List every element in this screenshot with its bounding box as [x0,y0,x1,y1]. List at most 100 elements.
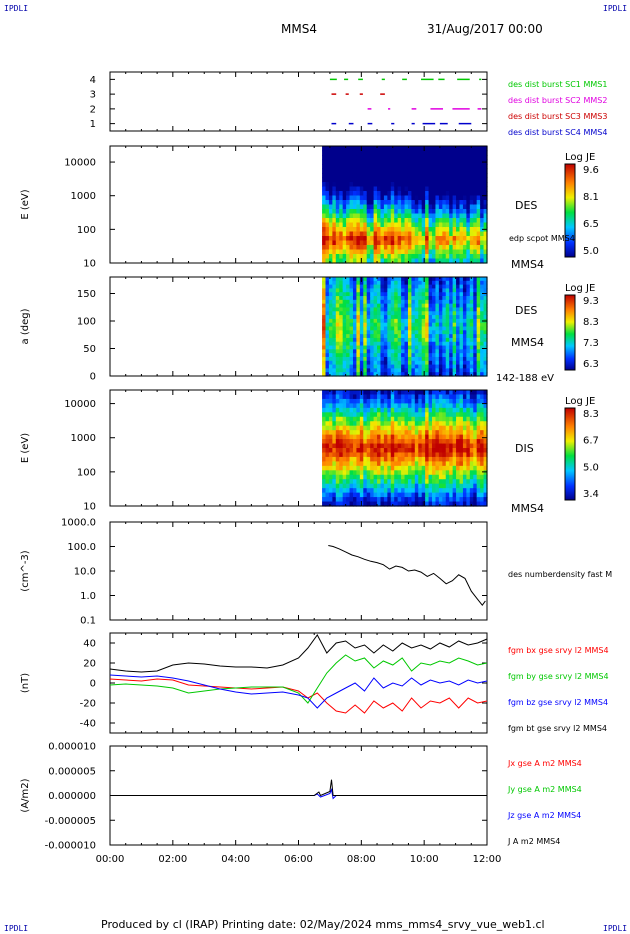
panel-3-ytick-label: 1000 [71,433,96,444]
panel-5-ytick-label: -40 [80,719,96,730]
timeline-legend-3: des dist burst SC3 MMS3 [508,112,607,121]
panel-2-colorbar-title: Log JE [565,283,595,294]
panel-2-ytick-label: 100 [77,317,96,328]
panel-1-colorbar-tick: 9.6 [583,165,599,176]
panel-0-ytick-label: 4 [90,75,96,86]
date-title: 31/Aug/2017 00:00 [427,22,543,36]
panel-3-ytick-label: 10000 [64,399,96,410]
timeline-legend-4: des dist burst SC4 MMS4 [508,128,607,137]
panel-5-ytick-label: 20 [83,659,96,670]
panel-5-legend-4: fgm bt gse srvy l2 MMS4 [508,724,607,733]
panel-2-label-des: DES [515,304,537,317]
panel-1-label-des: DES [515,199,537,212]
xtick-label: 10:00 [410,854,439,865]
panel-5-legend-1: fgm bx gse srvy l2 MMS4 [508,646,609,655]
panel-1-ytick-label: 10000 [64,158,96,169]
panel-2-ytick-label: 0 [90,372,96,383]
panel-2-label-mms4: MMS4 [511,336,544,349]
series-line [109,634,488,673]
panel-2-colorbar-tick: 7.3 [583,338,599,349]
panel-1-ytick-label: 100 [77,225,96,236]
panel-1-ytick-label: 10 [83,259,96,270]
panel-3-colorbar-tick: 8.3 [583,409,599,420]
panel-3-ytick-label: 10 [83,502,96,513]
panel-3-colorbar-title: Log JE [565,396,595,407]
panel-2-spectrogram [322,277,488,377]
panel-3-ytick-label: 100 [77,467,96,478]
panel-5-ytick-label: 40 [83,639,96,650]
panel-1-colorbar-tick: 8.1 [583,192,599,203]
series-line [109,678,488,714]
panel-0-ytick-label: 2 [90,104,96,115]
panel-5-ytick-label: -20 [80,699,96,710]
xtick-label: 04:00 [221,854,250,865]
xtick-label: 08:00 [347,854,376,865]
panel-2-colorbar-tick: 9.3 [583,296,599,307]
panel-6-ytick-label: -0.000010 [45,841,96,852]
panel-2-colorbar-tick: 6.3 [583,359,599,370]
panel-2-ytick-label: 150 [77,289,96,300]
series-line [328,545,486,607]
panel-3-colorbar [564,407,576,501]
panel-2-label-energy: 142-188 eV [496,373,554,384]
xtick-label: 06:00 [284,854,313,865]
panel-3-colorbar-tick: 6.7 [583,436,599,447]
series-line [109,654,488,704]
panel-1-ytick-label: 1000 [71,191,96,202]
panel-6-ytick-label: -0.000005 [45,816,96,827]
spacecraft-title: MMS4 [281,22,317,36]
panel-4-legend-1: des numberdensity fast M [508,570,612,579]
corner-label-bottom-left: IPDLI [4,924,29,933]
series-line [109,674,488,709]
panel-4-ytick-label: 10.0 [74,567,96,578]
panel-2-colorbar [564,294,576,371]
series-line [110,787,487,800]
corner-label-bottom-right: IPDLI [603,924,628,933]
panel-4-ytick-label: 0.1 [80,616,96,627]
panel-3-colorbar-tick: 3.4 [583,489,599,500]
panel-3-ylabel: E (eV) [20,433,31,463]
panel-6-legend-4: J A m2 MMS4 [507,837,560,846]
panel-6-legend-2: Jy gse A m2 MMS4 [507,785,582,794]
panel-6-legend-1: Jx gse A m2 MMS4 [507,759,582,768]
panel-5-legend-2: fgm by gse srvy l2 MMS4 [508,672,609,681]
panel-3-label-mms4: MMS4 [511,502,544,515]
corner-label-top-left: IPDLI [4,4,29,13]
panel-4-ytick-label: 100.0 [67,542,96,553]
xtick-label: 12:00 [473,854,502,865]
panel-0-ytick-label: 1 [90,119,96,130]
panel-0-ytick-label: 3 [90,90,96,101]
panel-6-ytick-label: 0.000000 [48,791,96,802]
panel-2-ytick-label: 50 [83,344,96,355]
panel-5-ylabel: (nT) [20,673,31,693]
panel-3-label-dis: DIS [515,442,534,455]
panel-1-label-scpot: edp scpot MMS4 [509,234,575,243]
panel-1-colorbar-tick: 5.0 [583,246,599,257]
timeline-legend-2: des dist burst SC2 MMS2 [508,96,607,105]
panel-3-colorbar-tick: 5.0 [583,462,599,473]
timeline-legend-1: des dist burst SC1 MMS1 [508,80,607,89]
panel-4-ytick-label: 1.0 [80,591,96,602]
series-line [110,779,487,797]
panel-6-ylabel: (A/m2) [20,778,31,812]
panel-2-colorbar-tick: 8.3 [583,317,599,328]
panel-6-ytick-label: 0.000010 [48,742,96,753]
corner-label-top-right: IPDLI [603,4,628,13]
panel-3-spectrogram [322,390,488,507]
panel-4-ytick-label: 1000.0 [61,518,96,529]
panel-2-ylabel: a (deg) [20,308,31,344]
panel-5-ytick-label: 0 [90,679,96,690]
panel-1-colorbar-tick: 6.5 [583,219,599,230]
panel-4-ylabel: (cm^-3) [20,550,31,591]
xtick-label: 00:00 [96,854,125,865]
panel-6-legend-3: Jz gse A m2 MMS4 [507,811,581,820]
panel-1-ylabel: E (eV) [20,189,31,219]
panel-6-ytick-label: 0.000005 [48,766,96,777]
panel-5-frame [109,632,488,734]
panel-1-colorbar [564,163,576,258]
xtick-label: 02:00 [158,854,187,865]
footer-credits: Produced by cl (IRAP) Printing date: 02/… [101,918,545,931]
panel-5-legend-3: fgm bz gse srvy l2 MMS4 [508,698,608,707]
panel-1-label-mms4: MMS4 [511,258,544,271]
